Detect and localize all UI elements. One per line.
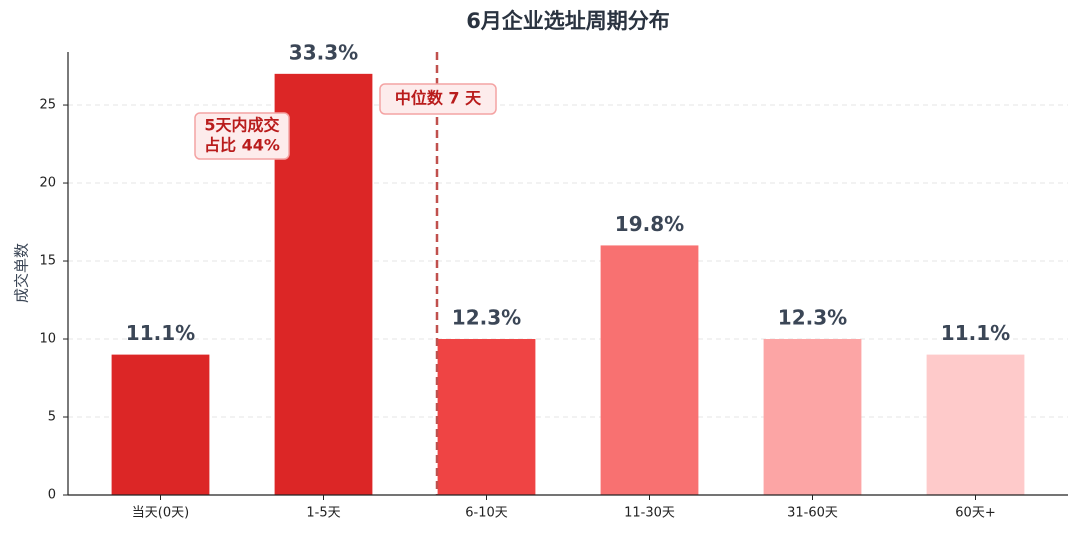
y-tick-label: 25 <box>39 98 56 113</box>
value-label: 11.1% <box>126 321 195 345</box>
value-label: 12.3% <box>778 306 847 330</box>
bar <box>111 354 210 495</box>
x-tick-label: 31-60天 <box>787 506 838 521</box>
y-tick-label: 15 <box>39 254 56 269</box>
value-label: 33.3% <box>289 40 358 64</box>
x-tick-label: 1-5天 <box>306 506 340 521</box>
plot-area: 0 5 10 15 20 25 当天(0天) 11.1% 1-5天 33.3% 6-10天 12.3%… <box>39 40 1068 521</box>
annotation-box <box>379 83 497 115</box>
bar <box>437 339 536 495</box>
annotation: 中位数 7 天 <box>395 89 482 108</box>
y-tick-label: 10 <box>39 332 56 347</box>
value-label: 12.3% <box>452 306 521 330</box>
annotation: 占比 44% <box>204 136 280 155</box>
x-tick-label: 11-30天 <box>624 506 675 521</box>
annotation-box <box>194 112 290 160</box>
y-tick-label: 5 <box>48 410 56 425</box>
bar <box>274 73 373 496</box>
x-tick-label: 6-10天 <box>465 506 508 521</box>
chart-title: 6月企业选址周期分布 <box>466 9 670 33</box>
bar <box>600 245 699 495</box>
y-tick-label: 20 <box>39 176 56 191</box>
value-label: 11.1% <box>941 321 1010 345</box>
bar <box>763 339 862 495</box>
y-tick-label: 0 <box>48 488 56 503</box>
annotation: 5天内成交 <box>204 116 279 135</box>
value-label: 19.8% <box>615 212 684 236</box>
bar <box>926 354 1025 495</box>
y-axis-label: 成交单数 <box>13 243 31 303</box>
x-tick-label: 当天(0天) <box>132 506 189 521</box>
x-tick-label: 60天+ <box>955 506 995 521</box>
